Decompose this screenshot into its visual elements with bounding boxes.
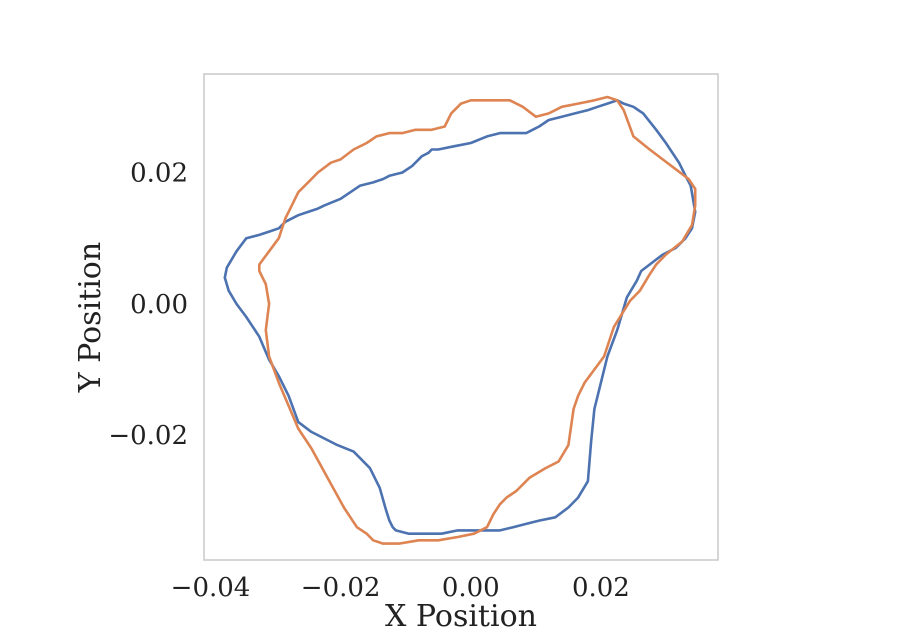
x-axis-label: X Position [385,599,537,630]
x-tick-label: −0.04 [171,573,251,603]
x-tick-label: 0.00 [442,573,500,603]
plot-frame [203,73,719,561]
plot-area [223,95,697,545]
y-tick-label: 0.00 [130,290,188,320]
y-axis-label: Y Position [73,242,108,393]
x-tick-label: −0.02 [301,573,381,603]
x-tick-labels: −0.04 −0.02 0.00 0.02 [171,573,630,603]
x-tick-label: 0.02 [572,573,630,603]
y-tick-label: −0.02 [108,421,188,451]
series-line-2 [258,95,697,545]
y-tick-labels: 0.02 0.00 −0.02 [108,159,188,452]
y-tick-label: 0.02 [130,159,188,189]
